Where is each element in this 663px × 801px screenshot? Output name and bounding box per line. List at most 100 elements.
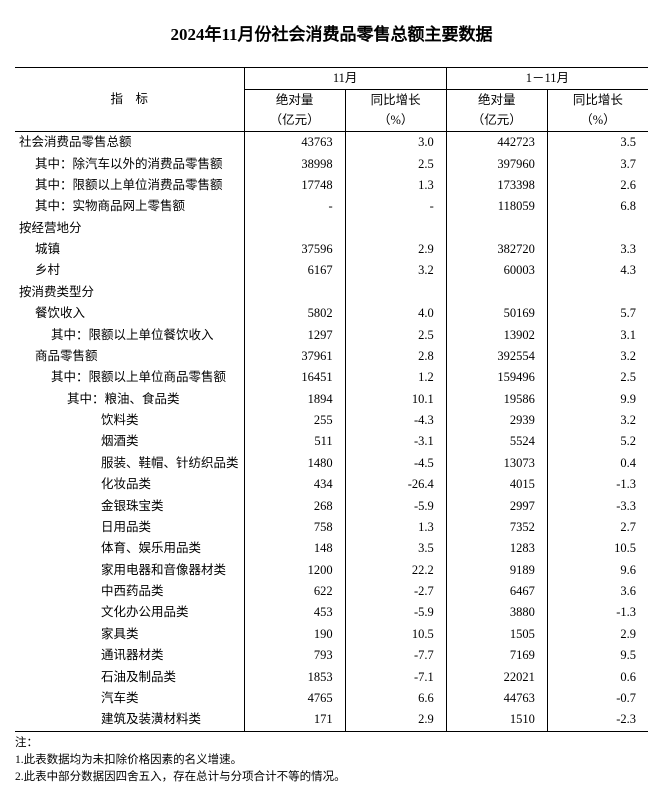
cell — [547, 218, 648, 239]
cell: 0.6 — [547, 667, 648, 688]
cell: 434 — [244, 474, 345, 495]
row-label: 家用电器和音像器材类 — [15, 560, 244, 581]
page-title: 2024年11月份社会消费品零售总额主要数据 — [15, 20, 648, 45]
cell — [244, 218, 345, 239]
cell: -2.7 — [345, 581, 446, 602]
cell: 3880 — [446, 602, 547, 623]
cell: 13073 — [446, 453, 547, 474]
data-table: 指 标 11月 1－11月 绝对量（亿元） 同比增长（%） 绝对量（亿元） 同比… — [15, 67, 648, 732]
cell: 44763 — [446, 688, 547, 709]
cell: 9.5 — [547, 645, 648, 666]
notes: 注： 1.此表数据均为未扣除价格因素的名义增速。 2.此表中部分数据因四舍五入，… — [15, 735, 648, 787]
col-yoy-ytd: 同比增长（%） — [547, 90, 648, 132]
cell — [547, 282, 648, 303]
cell: 3.2 — [345, 260, 446, 281]
row-label: 城镇 — [15, 239, 244, 260]
cell: 148 — [244, 538, 345, 559]
cell: 22.2 — [345, 560, 446, 581]
table-body: 社会消费品零售总额437633.04427233.5其中：除汽车以外的消费品零售… — [15, 132, 648, 732]
cell: -26.4 — [345, 474, 446, 495]
row-label: 饮料类 — [15, 410, 244, 431]
row-label: 按经营地分 — [15, 218, 244, 239]
cell: -7.1 — [345, 667, 446, 688]
cell: 5524 — [446, 431, 547, 452]
table-row: 其中：除汽车以外的消费品零售额389982.53979603.7 — [15, 154, 648, 175]
col-jan-nov: 1－11月 — [446, 68, 648, 90]
cell: -5.9 — [345, 496, 446, 517]
cell: 6.6 — [345, 688, 446, 709]
cell: 1283 — [446, 538, 547, 559]
row-label: 餐饮收入 — [15, 303, 244, 324]
cell: 793 — [244, 645, 345, 666]
cell — [345, 282, 446, 303]
cell: 5.7 — [547, 303, 648, 324]
cell: 1.2 — [345, 367, 446, 388]
cell: 1510 — [446, 709, 547, 731]
cell: 4015 — [446, 474, 547, 495]
table-row: 餐饮收入58024.0501695.7 — [15, 303, 648, 324]
table-row: 体育、娱乐用品类1483.5128310.5 — [15, 538, 648, 559]
cell: 1.3 — [345, 175, 446, 196]
row-label: 中西药品类 — [15, 581, 244, 602]
notes-header: 注： — [15, 735, 648, 752]
cell: 159496 — [446, 367, 547, 388]
col-indicator: 指 标 — [15, 68, 244, 132]
cell: 3.3 — [547, 239, 648, 260]
row-label: 其中：限额以上单位商品零售额 — [15, 367, 244, 388]
cell: -1.3 — [547, 474, 648, 495]
cell: 22021 — [446, 667, 547, 688]
row-label: 日用品类 — [15, 517, 244, 538]
cell: 4.3 — [547, 260, 648, 281]
cell: 9189 — [446, 560, 547, 581]
cell: 9.9 — [547, 389, 648, 410]
cell: 4.0 — [345, 303, 446, 324]
cell: 173398 — [446, 175, 547, 196]
cell: 1200 — [244, 560, 345, 581]
table-row: 乡村61673.2600034.3 — [15, 260, 648, 281]
row-label: 通讯器材类 — [15, 645, 244, 666]
note-2: 2.此表中部分数据因四舍五入，存在总计与分项合计不等的情况。 — [15, 769, 648, 786]
cell: -3.3 — [547, 496, 648, 517]
cell: 3.5 — [345, 538, 446, 559]
row-label: 乡村 — [15, 260, 244, 281]
table-row: 家具类19010.515052.9 — [15, 624, 648, 645]
cell: 2.9 — [345, 709, 446, 731]
cell: 10.5 — [547, 538, 648, 559]
table-row: 通讯器材类793-7.771699.5 — [15, 645, 648, 666]
table-row: 烟酒类511-3.155245.2 — [15, 431, 648, 452]
cell: 6167 — [244, 260, 345, 281]
table-row: 家用电器和音像器材类120022.291899.6 — [15, 560, 648, 581]
table-row: 文化办公用品类453-5.93880-1.3 — [15, 602, 648, 623]
table-row: 其中：限额以上单位餐饮收入12972.5139023.1 — [15, 325, 648, 346]
cell: 6.8 — [547, 196, 648, 217]
cell: 3.2 — [547, 410, 648, 431]
row-label: 其中：实物商品网上零售额 — [15, 196, 244, 217]
cell: 1.3 — [345, 517, 446, 538]
cell: 2997 — [446, 496, 547, 517]
cell: 1480 — [244, 453, 345, 474]
cell: 3.2 — [547, 346, 648, 367]
cell: 17748 — [244, 175, 345, 196]
cell: 7352 — [446, 517, 547, 538]
cell: 5802 — [244, 303, 345, 324]
cell: 190 — [244, 624, 345, 645]
cell: 442723 — [446, 132, 547, 154]
cell: -5.9 — [345, 602, 446, 623]
cell: -3.1 — [345, 431, 446, 452]
table-row: 按消费类型分 — [15, 282, 648, 303]
row-label: 建筑及装潢材料类 — [15, 709, 244, 731]
cell: 16451 — [244, 367, 345, 388]
table-row: 其中：实物商品网上零售额--1180596.8 — [15, 196, 648, 217]
row-label: 按消费类型分 — [15, 282, 244, 303]
table-row: 饮料类255-4.329393.2 — [15, 410, 648, 431]
cell: 3.0 — [345, 132, 446, 154]
cell: -0.7 — [547, 688, 648, 709]
row-label: 石油及制品类 — [15, 667, 244, 688]
cell: 1297 — [244, 325, 345, 346]
cell: 13902 — [446, 325, 547, 346]
cell: 2.8 — [345, 346, 446, 367]
cell: 1505 — [446, 624, 547, 645]
row-label: 其中：粮油、食品类 — [15, 389, 244, 410]
row-label: 其中：除汽车以外的消费品零售额 — [15, 154, 244, 175]
cell: 255 — [244, 410, 345, 431]
